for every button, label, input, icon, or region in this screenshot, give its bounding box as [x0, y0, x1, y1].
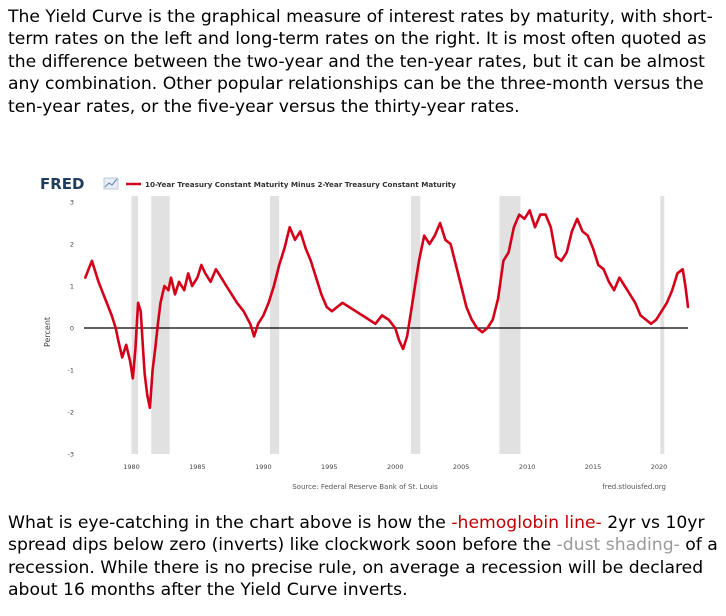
y-axis-label: Percent	[43, 317, 52, 347]
fred-logo-graph-icon	[103, 177, 119, 190]
site-note: fred.stlouisfed.org	[602, 483, 666, 491]
intro-paragraph: The Yield Curve is the graphical measure…	[8, 7, 713, 117]
x-tick-label: 1990	[255, 463, 272, 471]
y-tick-labels: 3 2 1 0 -1 -2 -3	[68, 199, 74, 459]
dust-highlight: -dust shading-	[556, 535, 680, 556]
x-tick-labels: 1980 1985 1990 1995 2000 2005 2010 2015 2020	[123, 463, 667, 471]
source-note: Source: Federal Reserve Bank of St. Loui…	[292, 483, 438, 491]
recession-band	[151, 196, 170, 454]
x-tick-label: 2000	[387, 463, 404, 471]
outro-paragraph: What is eye-catching in the chart above …	[8, 512, 724, 602]
legend-label: 10-Year Treasury Constant Maturity Minus…	[145, 180, 456, 189]
x-tick-label: 2005	[453, 463, 470, 471]
y-tick-label: -1	[68, 367, 74, 375]
recession-band	[131, 196, 139, 454]
y-tick-label: 2	[70, 241, 74, 249]
x-tick-label: 2015	[585, 463, 602, 471]
outro-text-1: What is eye-catching in the chart above …	[8, 513, 452, 533]
x-tick-label: 2010	[519, 463, 536, 471]
recession-band	[660, 196, 665, 454]
outro-text-2: 2yr vs 10yr spread dips below zero (inve…	[8, 513, 705, 556]
x-tick-label: 2020	[651, 463, 668, 471]
y-tick-label: 0	[70, 325, 74, 333]
x-tick-label: 1980	[123, 463, 140, 471]
hemoglobin-highlight: -hemoglobin line-	[451, 513, 602, 533]
fred-logo: FRED	[40, 175, 85, 193]
x-tick-label: 1995	[321, 463, 338, 471]
outro-text-3: of a recession. While there is no precis…	[8, 535, 718, 601]
y-tick-label: -2	[68, 409, 74, 417]
chart-svg: FRED 10-Year Treasury Constant Maturity …	[38, 172, 692, 494]
yield-curve-chart: FRED 10-Year Treasury Constant Maturity …	[38, 172, 692, 494]
x-tick-label: 1985	[189, 463, 206, 471]
y-tick-label: -3	[68, 451, 74, 459]
recession-band	[499, 196, 521, 454]
series-line-10y-minus-2y	[84, 209, 690, 410]
recession-band	[411, 196, 421, 454]
chart-background	[38, 172, 692, 494]
y-tick-label: 3	[70, 199, 74, 207]
recession-band	[269, 196, 280, 454]
y-tick-label: 1	[70, 283, 74, 291]
